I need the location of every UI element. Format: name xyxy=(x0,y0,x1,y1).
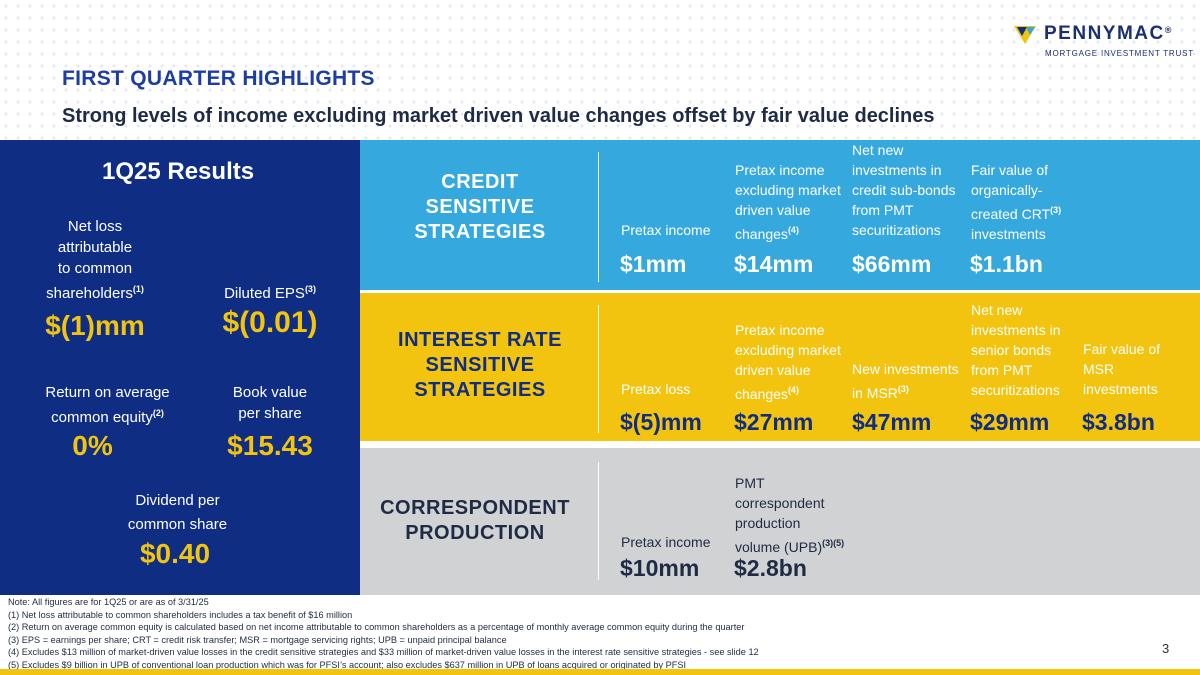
correspondent-divider xyxy=(598,462,599,580)
footnote: (3) EPS = earnings per share; CRT = cred… xyxy=(8,634,507,645)
interest-col2-value: $27mm xyxy=(734,409,814,435)
interest-col5-value: $3.8bn xyxy=(1082,409,1155,435)
diluted-eps-label: Diluted EPS(3) xyxy=(224,284,316,302)
book-value-label: Book value per share xyxy=(232,384,308,422)
interest-col4-value: $29mm xyxy=(970,409,1050,435)
results-panel: 1Q25 Results Net loss attributable to co… xyxy=(0,140,420,595)
dot-grid-background xyxy=(0,0,1200,140)
results-title: 1Q25 Results xyxy=(102,158,255,185)
page-title: FIRST QUARTER HIGHLIGHTS xyxy=(62,67,375,90)
brand-subtitle: MORTGAGE INVESTMENT TRUST xyxy=(1045,49,1194,58)
interest-col1-label: Pretax loss xyxy=(621,381,691,397)
footnote: (1) Net loss attributable to common shar… xyxy=(8,609,353,620)
credit-strategies-title: CREDIT SENSITIVE STRATEGIES xyxy=(414,171,546,243)
footnotes: Note: All figures are for 1Q25 or are as… xyxy=(8,596,1148,672)
interest-col3-value: $47mm xyxy=(852,409,932,435)
pennymac-logo-mark-icon xyxy=(1014,26,1036,44)
page-subtitle: Strong levels of income excluding market… xyxy=(62,105,935,127)
pennymac-logo: PENNYMAC® MORTGAGE INVESTMENT TRUST xyxy=(1014,22,1193,66)
interest-col3-label: New investments in MSR(3) xyxy=(852,361,959,401)
interest-col2-label: Pretax income excluding market driven va… xyxy=(735,322,841,402)
page-number: 3 xyxy=(1162,641,1170,656)
interest-col1-value: $(5)mm xyxy=(620,409,702,435)
credit-divider xyxy=(598,152,599,282)
footnote: Note: All figures are for 1Q25 or are as… xyxy=(8,597,209,607)
diluted-eps-value: $(0.01) xyxy=(222,306,318,339)
corr-col1-value: $10mm xyxy=(620,555,700,581)
interest-col5-label: Fair value of MSR investments xyxy=(1083,341,1161,397)
bottom-accent-bar xyxy=(0,669,1200,675)
interest-rate-band xyxy=(360,293,1200,441)
interest-divider xyxy=(598,305,599,433)
results-panel-bevel xyxy=(360,140,420,290)
book-value-value: $15.43 xyxy=(227,430,313,461)
correspondent-band xyxy=(360,448,1200,595)
corr-col2-value: $2.8bn xyxy=(734,555,807,581)
credit-col1-label: Pretax income xyxy=(621,222,711,238)
interest-rate-strategies-title: INTEREST RATE SENSITIVE STRATEGIES xyxy=(398,329,562,401)
roe-label: Return on average common equity(2) xyxy=(45,384,170,426)
credit-col3-label: Net new investments in credit sub-bonds … xyxy=(852,142,956,238)
net-loss-value: $(1)mm xyxy=(45,310,145,341)
credit-band xyxy=(360,140,1200,290)
interest-col4-label: Net new investments in senior bonds from… xyxy=(971,302,1061,398)
corr-col2-label: PMT correspondent production volume (UPB… xyxy=(735,475,845,555)
dividend-label: Dividend per common share xyxy=(127,492,228,533)
corr-col1-label: Pretax income xyxy=(621,534,711,550)
credit-col3-value: $66mm xyxy=(852,251,932,277)
footnote: (4) Excludes $13 million of market-drive… xyxy=(8,647,759,658)
footnote: (2) Return on average common equity is c… xyxy=(8,622,745,633)
credit-col4-value: $1.1bn xyxy=(970,251,1043,277)
roe-value: 0% xyxy=(72,430,113,461)
credit-col4-label: Fair value of organically- created CRT(3… xyxy=(971,162,1062,242)
credit-col2-value: $14mm xyxy=(734,251,814,277)
footnote: (5) Excludes $9 billion in UPB of conven… xyxy=(8,659,687,670)
credit-col2-label: Pretax income excluding market driven va… xyxy=(735,162,841,242)
credit-col1-value: $1mm xyxy=(620,251,687,277)
correspondent-production-title: CORRESPONDENT PRODUCTION xyxy=(380,497,570,544)
net-loss-label: Net loss attributable to common sharehol… xyxy=(46,218,144,302)
brand-name: PENNYMAC® xyxy=(1044,23,1173,44)
dividend-value: $0.40 xyxy=(139,538,211,569)
